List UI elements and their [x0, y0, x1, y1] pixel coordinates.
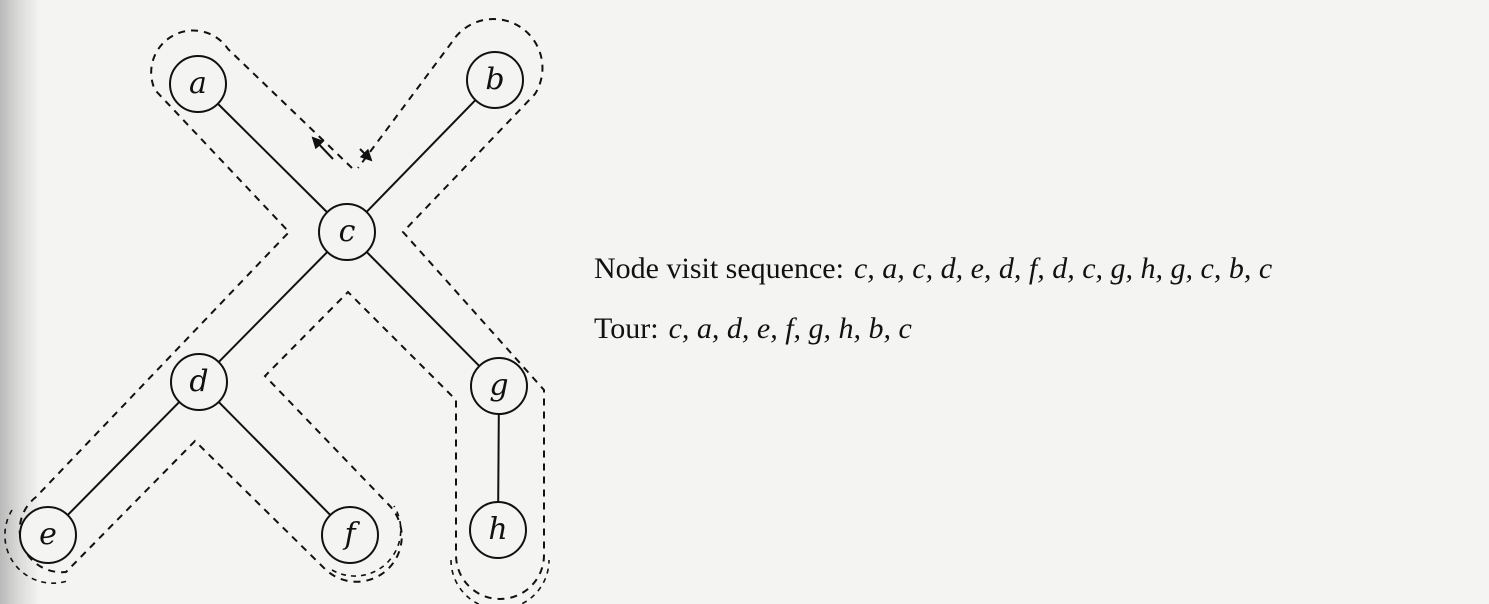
- tree-node-circle: [169, 55, 227, 113]
- tree-edge-c-d: [217, 251, 329, 363]
- tree-node-label: g: [489, 368, 508, 403]
- tree-node-label: h: [488, 512, 507, 547]
- node-visit-label: Node visit sequence:: [594, 252, 844, 285]
- walk-arrow-up: [311, 136, 334, 160]
- tree-node-f: f: [321, 506, 379, 564]
- tree-node-a: a: [169, 55, 227, 113]
- tree-node-circle: [318, 203, 376, 261]
- tree-node-circle: [466, 51, 524, 109]
- scan-shadow: [0, 0, 40, 604]
- walk-contour: [18, 18, 545, 600]
- tour-sequence: c, a, d, e, f, g, h, b, c: [668, 312, 912, 345]
- tree-nodes: a b c d g e f h: [19, 51, 528, 564]
- node-visit-caption: Node visit sequence: c, a, c, d, e, d, f,…: [594, 252, 1272, 286]
- tree-node-g: g: [470, 357, 528, 415]
- tree-node-circle: [470, 357, 528, 415]
- tree-edge-d-e: [66, 401, 181, 516]
- tree-node-d: d: [170, 353, 228, 411]
- tree-node-circle: [321, 506, 379, 564]
- tree-node-label: b: [485, 62, 504, 97]
- tree-edge-g-h: [497, 413, 500, 503]
- tree-edge-b-c: [365, 99, 477, 213]
- walk-arrow-down: [359, 148, 373, 162]
- node-visit-sequence: c, a, c, d, e, d, f, d, c, g, h, g, c, b…: [853, 252, 1273, 285]
- tree-edge-a-c: [217, 103, 328, 213]
- tree-diagram: a b c d g e f h: [4, 18, 550, 604]
- tree-node-c: c: [318, 203, 376, 261]
- tree-node-circle: [469, 501, 527, 559]
- walk-contour-leaf-outlines: [4, 505, 550, 604]
- tree-node-label: d: [189, 364, 208, 399]
- tree-node-b: b: [466, 51, 524, 109]
- tour-label: Tour:: [594, 312, 659, 345]
- tree-node-e: e: [19, 506, 77, 564]
- tour-caption: Tour: c, a, d, e, f, g, h, b, c: [594, 312, 912, 346]
- tree-node-circle: [19, 506, 77, 564]
- tree-edges: [66, 99, 500, 516]
- tree-node-circle: [170, 353, 228, 411]
- tree-edge-c-g: [365, 251, 481, 367]
- tree-node-label: a: [189, 66, 207, 101]
- tree-edge-d-f: [217, 401, 332, 516]
- tree-node-h: h: [469, 501, 527, 559]
- tree-node-label: c: [339, 214, 356, 249]
- tree-node-label: e: [39, 517, 57, 552]
